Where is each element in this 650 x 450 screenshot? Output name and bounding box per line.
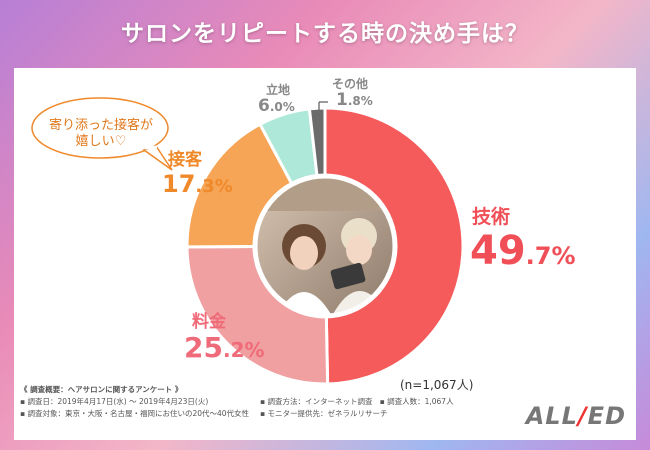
donut-chart: [31, 97, 465, 386]
sample-size: (n=1,067人): [400, 378, 474, 392]
label-sekkyaku: 接客 17.3%: [162, 150, 233, 198]
survey-provider: ▪ モニター提供先：ゼネラルリサーチ: [260, 409, 388, 418]
label-gijutsu-dec: .7: [525, 242, 552, 270]
label-sekkyaku-name: 接客: [168, 150, 202, 170]
label-gijutsu: 技術 49.7%: [470, 206, 576, 274]
survey-date: ▪ 調査日：2019年4月17日(水) ～ 2019年4月23日(火): [20, 397, 209, 406]
survey-count: ▪ 調査人数：1,067人: [379, 397, 454, 406]
label-ritchi-int: 6: [258, 96, 270, 116]
label-sekkyaku-int: 17: [162, 170, 196, 198]
label-sonota: その他 1.8%: [332, 78, 373, 109]
label-sonota-pct: %: [360, 94, 373, 108]
label-ryokin-dec: .2: [222, 338, 245, 362]
label-gijutsu-int: 49: [470, 228, 526, 274]
label-ritchi: 立地 6.0%: [258, 84, 295, 115]
label-ryokin-int: 25: [184, 331, 223, 364]
callout-text: 寄り添った接客が嬉しい♡: [48, 118, 153, 149]
survey-heading: 《 調査概要：ヘアサロンに関するアンケート 》: [20, 385, 183, 394]
label-ritchi-pct: %: [282, 100, 295, 114]
label-ritchi-name: 立地: [266, 83, 291, 97]
label-sekkyaku-pct: %: [214, 176, 233, 197]
survey-method: ▪ 調査方法：インターネット調査: [260, 397, 373, 406]
callout-bubble: [31, 97, 173, 171]
allied-logo: ALL/ED: [525, 402, 626, 430]
survey-summary: 《 調査概要：ヘアサロンに関するアンケート 》 ▪ 調査日：2019年4月17日…: [20, 384, 454, 420]
label-sekkyaku-dec: .3: [195, 176, 215, 197]
label-ritchi-dec: .0: [269, 100, 283, 114]
label-gijutsu-pct: %: [551, 242, 576, 270]
label-gijutsu-name: 技術: [472, 206, 511, 228]
chart-panel: 寄り添った接客が嬉しい♡ 技術 49.7% 料金 25.2% 接客 17.3% …: [14, 68, 636, 440]
page-title: サロンをリピートする時の決め手は？: [121, 21, 529, 47]
label-ryokin: 料金 25.2%: [184, 314, 265, 362]
label-sonota-int: 1: [336, 90, 348, 110]
label-ryokin-pct: %: [244, 338, 265, 362]
label-sonota-name: その他: [332, 77, 369, 91]
label-sonota-dec: .8: [347, 94, 361, 108]
survey-target: ▪ 調査対象：東京・大阪・名古屋・福岡にお住いの20代～40代女性: [20, 409, 250, 418]
label-ryokin-name: 料金: [192, 312, 226, 332]
